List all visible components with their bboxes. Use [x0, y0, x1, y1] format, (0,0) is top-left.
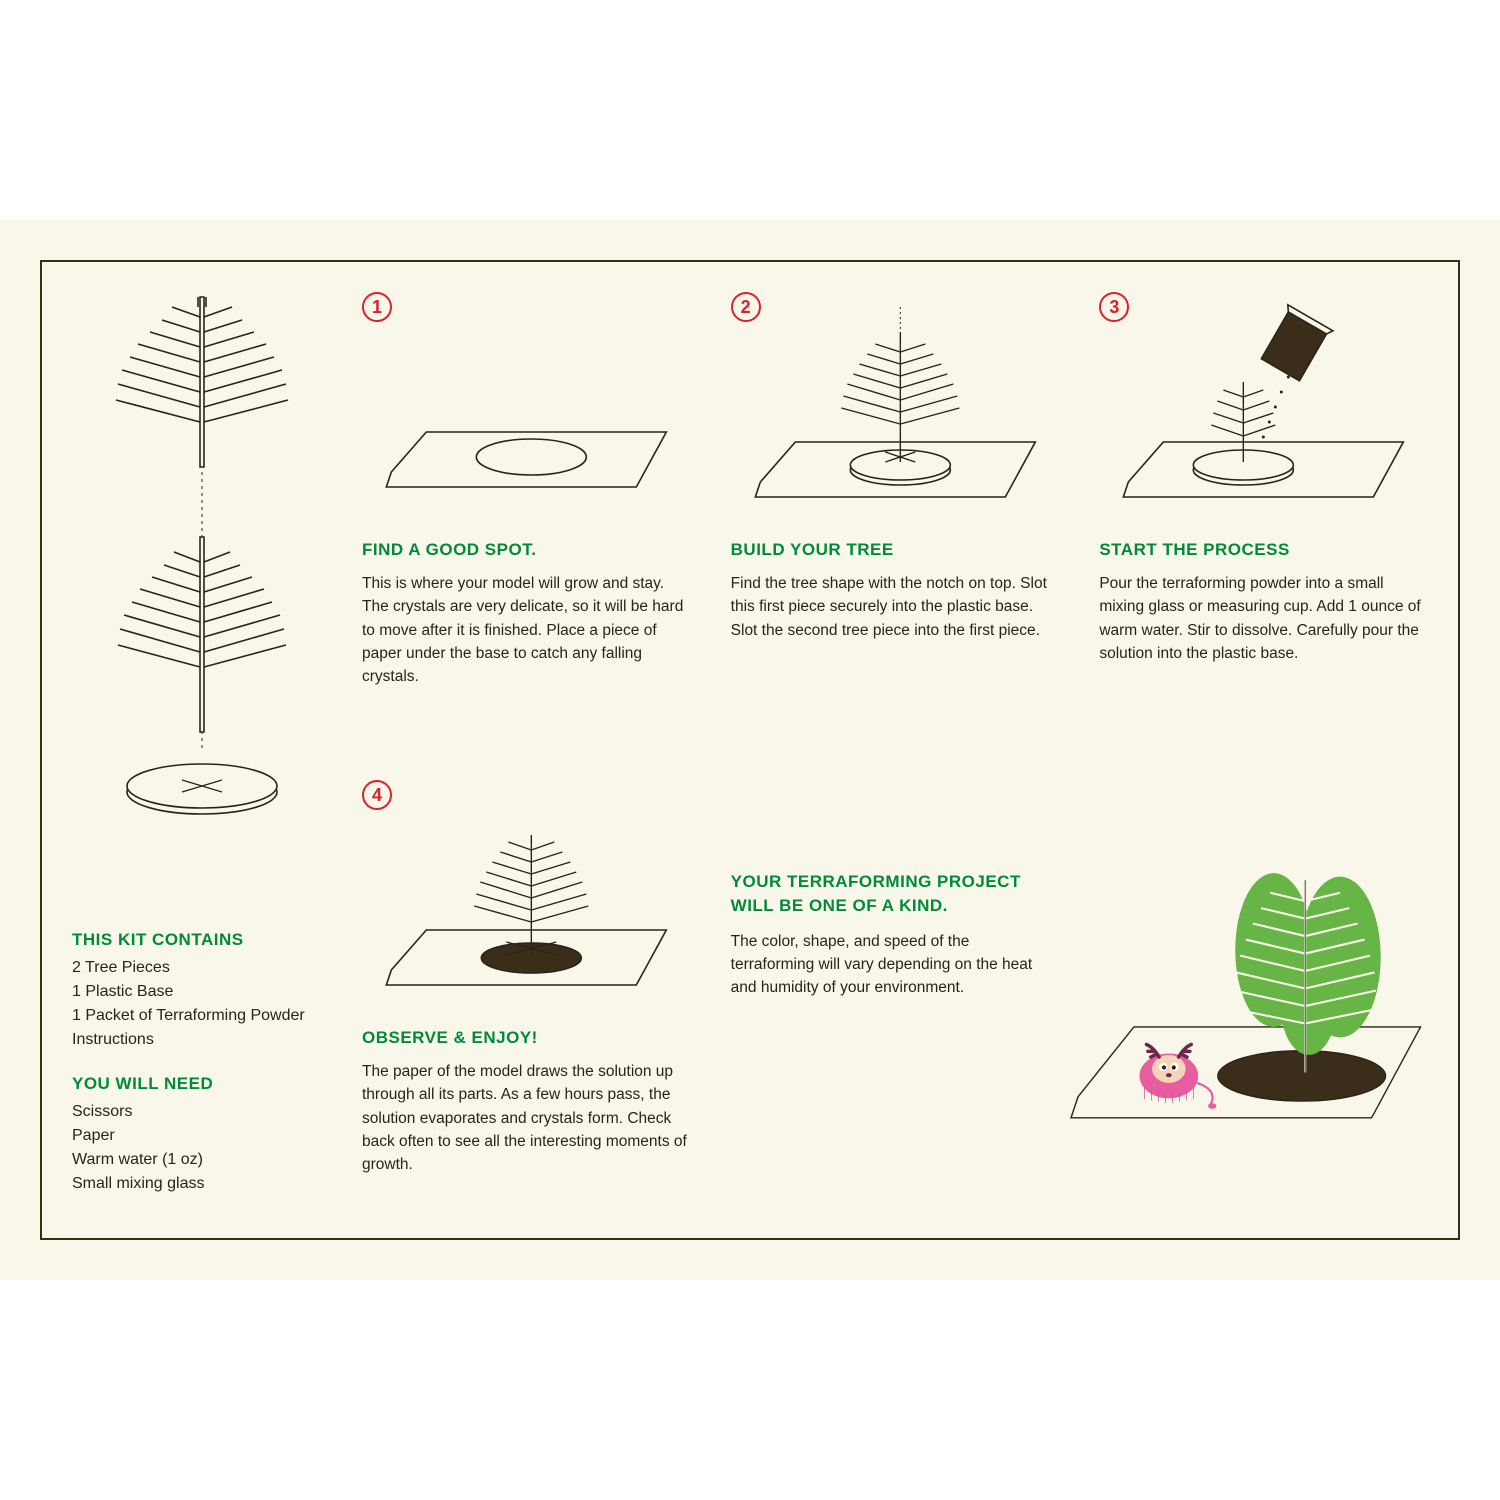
final-section: YOUR TERRAFORMING PROJECT WILL BE ONE OF… [731, 780, 1428, 1218]
step-3: 3 [1099, 292, 1428, 730]
parts-diagram [72, 292, 332, 910]
list-item: Paper [72, 1124, 332, 1148]
step-text: The paper of the model draws the solutio… [362, 1060, 691, 1176]
final-illustration [1064, 780, 1428, 1218]
list-item: Small mixing glass [72, 1172, 332, 1196]
step-text: This is where your model will grow and s… [362, 572, 691, 688]
kit-contains-heading: THIS KIT CONTAINS [72, 930, 332, 950]
list-item: 2 Tree Pieces [72, 956, 332, 980]
step-text: Find the tree shape with the notch on to… [731, 572, 1060, 642]
step-4: 4 [362, 780, 691, 1218]
step-number: 4 [362, 780, 392, 810]
step-number: 1 [362, 292, 392, 322]
step-title: FIND A GOOD SPOT. [362, 540, 691, 560]
instruction-sheet: THIS KIT CONTAINS 2 Tree Pieces 1 Plasti… [0, 220, 1500, 1280]
step-2: 2 [731, 292, 1060, 730]
list-item: Warm water (1 oz) [72, 1148, 332, 1172]
kit-contains-list: 2 Tree Pieces 1 Plastic Base 1 Packet of… [72, 956, 332, 1052]
step-number: 2 [731, 292, 761, 322]
list-item: 1 Packet of Terraforming Powder [72, 1004, 332, 1028]
you-will-need-list: Scissors Paper Warm water (1 oz) Small m… [72, 1100, 332, 1196]
list-item: 1 Plastic Base [72, 980, 332, 1004]
sidebar: THIS KIT CONTAINS 2 Tree Pieces 1 Plasti… [72, 292, 332, 1218]
content-frame: THIS KIT CONTAINS 2 Tree Pieces 1 Plasti… [40, 260, 1460, 1240]
step-title: BUILD YOUR TREE [731, 540, 1060, 560]
list-item: Instructions [72, 1028, 332, 1052]
steps-grid: 1 FIND A GOOD SPOT. This is where your m… [362, 292, 1428, 1218]
step-title: START THE PROCESS [1099, 540, 1428, 560]
you-will-need-heading: YOU WILL NEED [72, 1074, 332, 1094]
final-title: YOUR TERRAFORMING PROJECT WILL BE ONE OF… [731, 870, 1045, 918]
step-text: Pour the terraforming powder into a smal… [1099, 572, 1428, 665]
step-1: 1 FIND A GOOD SPOT. This is where your m… [362, 292, 691, 730]
list-item: Scissors [72, 1100, 332, 1124]
step-title: OBSERVE & ENJOY! [362, 1028, 691, 1048]
final-text: The color, shape, and speed of the terra… [731, 930, 1045, 1000]
